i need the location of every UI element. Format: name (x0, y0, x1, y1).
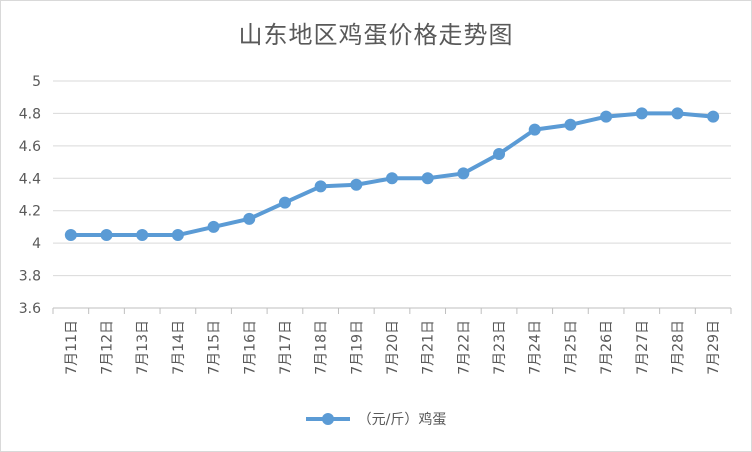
data-point (350, 178, 363, 191)
data-point (493, 147, 506, 160)
x-tick-label: 7月13日 (135, 320, 151, 375)
x-tick-label: 7月28日 (670, 320, 686, 375)
x-tick-label: 7月23日 (492, 320, 508, 375)
x-tick-label: 7月26日 (599, 320, 615, 375)
x-tick-label: 7月17日 (278, 320, 294, 375)
x-tick-label: 7月15日 (207, 320, 223, 375)
y-tick-label: 3.8 (19, 269, 41, 285)
data-point (100, 229, 113, 242)
data-point (136, 229, 149, 242)
x-tick-label: 7月21日 (421, 320, 437, 375)
legend-marker-icon (305, 413, 350, 425)
y-tick-label: 4 (32, 236, 41, 252)
x-tick-label: 7月16日 (242, 320, 258, 375)
y-tick-label: 5 (32, 74, 41, 90)
data-point (314, 180, 327, 193)
x-tick-label: 7月20日 (385, 320, 401, 375)
legend: （元/斤）鸡蛋 (1, 409, 751, 429)
data-point (64, 229, 77, 242)
data-point (564, 118, 577, 131)
data-point (635, 107, 648, 120)
data-point (600, 110, 613, 123)
x-tick-label: 7月14日 (171, 320, 187, 375)
data-point (243, 212, 256, 225)
x-tick-label: 7月22日 (456, 320, 472, 375)
data-point (457, 167, 470, 180)
data-point (207, 220, 220, 233)
data-point (171, 229, 184, 242)
legend-label: （元/斤）鸡蛋 (357, 412, 447, 428)
data-point (671, 107, 684, 120)
x-tick-label: 7月29日 (706, 320, 722, 375)
chart-title: 山东地区鸡蛋价格走势图 (238, 21, 514, 49)
x-tick-label: 7月18日 (314, 320, 330, 375)
y-tick-label: 4.8 (19, 106, 41, 122)
y-tick-label: 4.6 (19, 139, 41, 155)
y-tick-label: 4.2 (19, 204, 41, 220)
data-point (386, 172, 398, 185)
x-tick-label: 7月19日 (349, 320, 365, 375)
y-tick-label: 3.6 (19, 301, 41, 317)
data-point (421, 172, 434, 185)
data-point (528, 123, 541, 136)
data-point (707, 110, 720, 123)
x-tick-label: 7月11日 (64, 320, 80, 375)
x-tick-label: 7月27日 (635, 320, 651, 375)
data-point (278, 196, 291, 209)
x-tick-label: 7月12日 (100, 320, 116, 375)
y-tick-label: 4.4 (19, 171, 41, 187)
x-tick-label: 7月24日 (528, 320, 544, 375)
x-tick-label: 7月25日 (563, 320, 579, 375)
